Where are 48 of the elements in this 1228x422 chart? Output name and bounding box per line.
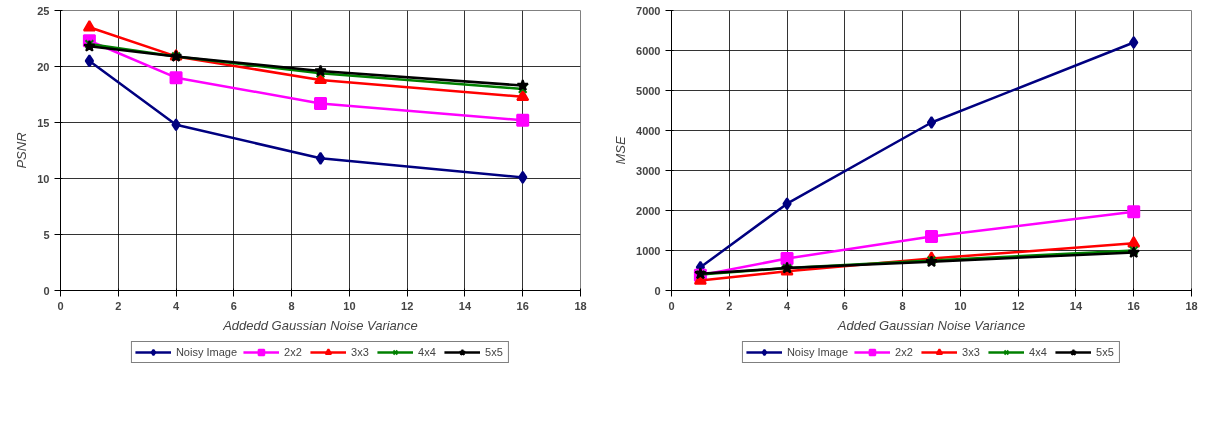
legend-label: 4x4: [418, 345, 437, 359]
y-tick-label: 5000: [636, 84, 661, 97]
y-tick-label: 15: [37, 116, 50, 129]
legend-label: 2x2: [284, 345, 303, 359]
y-tick-label: 3000: [636, 164, 661, 177]
y-axis-title: MSE: [613, 136, 629, 165]
x-tick-label: 14: [458, 299, 472, 312]
x-tick-label: 6: [841, 299, 848, 312]
x-tick-label: 12: [401, 299, 414, 312]
y-tick-label: 5: [43, 228, 50, 241]
x-tick-label: 0: [668, 299, 675, 312]
y-axis-title: PSNR: [14, 132, 30, 169]
x-tick-label: 2: [115, 299, 122, 312]
x-tick-label: 18: [574, 299, 587, 312]
x-tick-label: 6: [230, 299, 237, 312]
y-tick-label: 10: [37, 172, 50, 185]
x-tick-label: 4: [784, 299, 791, 312]
x-tick-label: 14: [1069, 299, 1083, 312]
x-axis-title: Added Gaussian Noise Variance: [836, 317, 1026, 333]
x-tick-label: 4: [173, 299, 180, 312]
x-tick-label: 2: [726, 299, 733, 312]
legend-label: 4x4: [1029, 345, 1048, 359]
legend-label: 2x2: [895, 345, 914, 359]
y-tick-label: 6000: [636, 44, 661, 57]
x-axis-title: Addedd Gaussian Noise Variance: [222, 317, 418, 333]
y-tick-label: 0: [654, 284, 661, 297]
x-tick-label: 0: [57, 299, 64, 312]
y-tick-label: 4000: [636, 124, 661, 137]
legend-label: 5x5: [1096, 345, 1115, 359]
legend-label: Noisy Image: [175, 345, 238, 359]
x-tick-label: 12: [1012, 299, 1025, 312]
x-tick-label: 10: [954, 299, 967, 312]
x-tick-label: 10: [343, 299, 356, 312]
x-tick-label: 8: [288, 299, 295, 312]
legend-label: 5x5: [485, 345, 504, 359]
y-tick-label: 25: [37, 4, 50, 17]
y-tick-label: 20: [37, 60, 50, 73]
y-tick-label: 0: [43, 284, 50, 297]
x-tick-label: 8: [899, 299, 906, 312]
legend-label: 3x3: [351, 345, 370, 359]
y-tick-label: 2000: [636, 204, 661, 217]
legend-label: 3x3: [962, 345, 981, 359]
x-tick-label: 16: [516, 299, 529, 312]
x-tick-label: 16: [1127, 299, 1140, 312]
x-tick-label: 18: [1185, 299, 1198, 312]
legend-label: Noisy Image: [786, 345, 849, 359]
y-tick-label: 1000: [636, 244, 661, 257]
y-tick-label: 7000: [636, 4, 661, 17]
